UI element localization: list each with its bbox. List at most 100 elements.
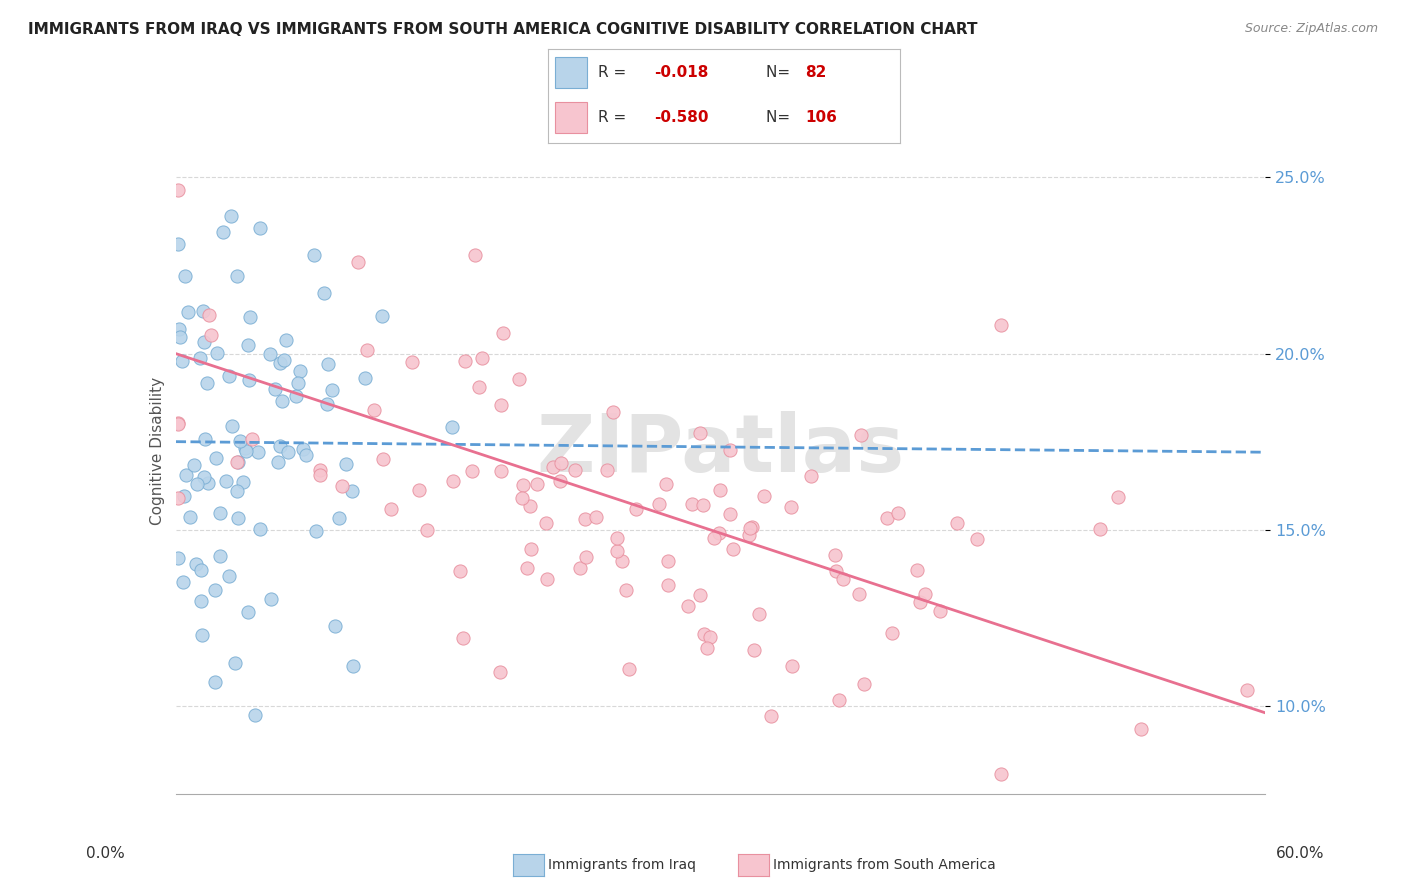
Point [824, 548, 846, 562]
Point [738, 527, 761, 541]
Point [491, 464, 513, 478]
Point [1090, 522, 1112, 536]
Point [759, 709, 782, 723]
Point [166, 551, 188, 566]
Point [243, 708, 266, 723]
Point [602, 405, 624, 419]
Point [738, 520, 761, 534]
Point [606, 544, 628, 558]
Point [335, 457, 357, 471]
Point [699, 630, 721, 644]
Point [489, 399, 512, 413]
Point [228, 510, 250, 524]
Point [408, 483, 430, 497]
Point [197, 308, 219, 322]
Point [449, 564, 471, 578]
Point [508, 371, 530, 385]
Point [624, 502, 647, 516]
Point [657, 578, 679, 592]
Point [575, 550, 598, 565]
Point [274, 333, 297, 347]
Point [748, 607, 770, 621]
Point [655, 477, 678, 491]
Point [325, 618, 347, 632]
Point [617, 662, 640, 676]
Point [321, 384, 343, 398]
Point [780, 658, 803, 673]
Point [516, 561, 538, 575]
Point [606, 531, 628, 545]
Point [184, 558, 207, 572]
Point [166, 416, 188, 430]
Point [292, 442, 315, 456]
Point [197, 476, 219, 491]
Point [249, 522, 271, 536]
Point [240, 432, 263, 446]
Point [742, 642, 765, 657]
Point [492, 326, 515, 340]
Point [302, 248, 325, 262]
Point [454, 353, 477, 368]
Point [541, 459, 564, 474]
Point [849, 428, 872, 442]
Text: 0.0%: 0.0% [86, 847, 125, 861]
Point [363, 403, 385, 417]
Point [166, 491, 188, 506]
Point [218, 569, 240, 583]
Point [284, 389, 307, 403]
Point [304, 524, 326, 538]
Point [461, 464, 484, 478]
Point [550, 456, 572, 470]
Point [512, 478, 534, 492]
Point [205, 346, 228, 360]
Point [721, 541, 744, 556]
Point [371, 310, 394, 324]
Point [526, 477, 548, 491]
Point [1236, 682, 1258, 697]
Point [681, 497, 703, 511]
Point [353, 370, 375, 384]
Point [548, 475, 571, 489]
Text: 106: 106 [804, 111, 837, 126]
Point [232, 475, 254, 490]
Point [689, 425, 711, 440]
Point [990, 766, 1012, 780]
Point [471, 351, 494, 365]
Point [401, 355, 423, 369]
Point [876, 510, 898, 524]
Point [166, 417, 188, 432]
Point [259, 346, 281, 360]
Point [183, 458, 205, 472]
Point [225, 484, 247, 499]
Point [519, 500, 541, 514]
Point [316, 396, 339, 410]
Point [416, 523, 439, 537]
Text: Immigrants from Iraq: Immigrants from Iraq [548, 858, 696, 872]
Point [267, 455, 290, 469]
Point [239, 310, 262, 325]
Point [174, 269, 197, 284]
Point [269, 356, 291, 370]
Point [169, 330, 191, 344]
Point [648, 497, 671, 511]
Point [166, 183, 188, 197]
Point [330, 479, 353, 493]
Point [718, 443, 741, 458]
Point [215, 474, 238, 488]
Point [585, 510, 607, 524]
Point [342, 659, 364, 673]
Point [309, 463, 332, 477]
Point [224, 656, 246, 670]
Point [177, 304, 200, 318]
Point [226, 455, 249, 469]
Point [709, 483, 731, 497]
Text: 82: 82 [804, 65, 827, 80]
Point [910, 594, 932, 608]
Text: Immigrants from South America: Immigrants from South America [773, 858, 995, 872]
Point [204, 583, 226, 598]
Point [235, 441, 257, 455]
FancyBboxPatch shape [555, 103, 588, 134]
Point [373, 451, 395, 466]
Point [828, 692, 851, 706]
Point [188, 351, 211, 365]
